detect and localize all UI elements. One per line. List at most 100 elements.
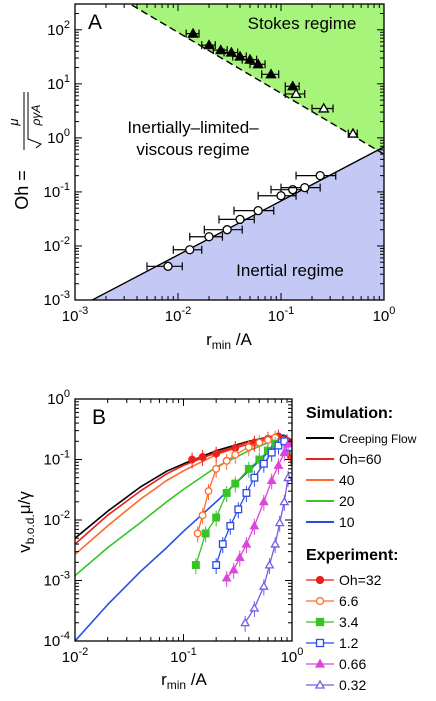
panel-b-y-axis-label: vb.o.d.μ/γ [15, 491, 37, 553]
a-x-tick-label-base: 10 [268, 308, 285, 325]
a-x-tick-label-base: 10 [165, 308, 182, 325]
panel-a-frame [74, 3, 385, 301]
simulation-line [75, 441, 292, 641]
b-data-point [244, 464, 253, 473]
b-data-point [212, 513, 221, 522]
legend-swatch-marker [315, 617, 325, 627]
legend-swatch-marker [315, 575, 325, 585]
a-x-tick-label-base: 10 [373, 308, 390, 325]
b-data-point [198, 511, 207, 520]
stokes-regime-label: Stokes regime [248, 14, 357, 33]
b-data-point [267, 448, 276, 457]
svg-text:ργA: ργA [29, 105, 43, 127]
experiment-line [244, 477, 289, 624]
inertial-regime-label: Inertial regime [236, 261, 344, 280]
b-data-point [244, 443, 253, 452]
b-data-point [249, 520, 260, 530]
a-y-tick-label-base: 10 [44, 292, 61, 309]
b-data-point [263, 436, 272, 444]
legend-swatch-marker [314, 679, 326, 689]
b-data-point [222, 488, 231, 497]
a-y-tick-label-exp: -3 [60, 289, 70, 301]
ilv-regime-label-line2: viscous regime [136, 140, 249, 159]
a-y-tick-label-base: 10 [47, 22, 64, 39]
a-data-point [225, 46, 238, 57]
a-data-point [235, 214, 245, 225]
experiment-line [226, 443, 289, 579]
b-data-point [234, 505, 243, 514]
b-data-point [264, 559, 275, 569]
b-y-tick-label-exp: -2 [60, 509, 70, 521]
a-y-tick-label: 100 [47, 127, 70, 147]
panel-b-x-axis-label: rmin /A [161, 670, 207, 692]
a-y-tick-label-base: 10 [44, 238, 61, 255]
a-data-point [222, 225, 232, 235]
a-x-tick-label-exp: -2 [181, 305, 191, 317]
b-data-point [241, 538, 252, 548]
a-x-tick-label: 10-3 [62, 305, 88, 325]
b-data-point [279, 496, 290, 506]
b-y-tick-label: 10-1 [44, 449, 70, 469]
b-data-point [258, 496, 269, 506]
legend-entry-label: 6.6 [339, 593, 359, 609]
b-x-tick-label-base: 10 [62, 649, 79, 666]
b-x-tick-label-exp: -2 [78, 646, 88, 658]
b-y-tick-label-base: 10 [44, 633, 61, 650]
legend-entry-label: Creeping Flow [339, 432, 417, 446]
a-data-point [252, 58, 264, 69]
a-y-tick-label: 10-1 [44, 181, 70, 201]
b-data-point [255, 438, 264, 447]
a-y-tick-label-base: 10 [44, 184, 61, 201]
b-x-tick-label-exp: 0 [297, 646, 303, 658]
b-data-point [198, 453, 207, 461]
a-x-tick-label: 10-1 [268, 305, 294, 325]
b-data-point [222, 456, 231, 465]
a-y-tick-label-exp: -2 [60, 235, 70, 247]
b-data-point [226, 521, 235, 530]
b-data-point [266, 475, 277, 484]
legend-group-title: Simulation: [306, 405, 393, 422]
panel-b-experiment-points [188, 429, 292, 632]
legend-entry-label: 40 [339, 472, 355, 488]
b-data-point [221, 572, 232, 582]
b-data-point [274, 441, 283, 450]
b-data-point [212, 464, 221, 473]
b-x-tick-label: 100 [281, 646, 304, 666]
panel-b-legend: Simulation: Creeping Flow Oh=60 40 20 10 Exper… [306, 405, 417, 693]
legend-swatch-marker [315, 638, 325, 648]
a-x-tick-label-exp: -3 [78, 305, 88, 317]
legend-entry-label: 10 [339, 514, 355, 530]
legend-swatch-marker [315, 596, 325, 606]
b-x-tick-label: 10-1 [170, 646, 196, 666]
b-data-point [240, 617, 251, 627]
a-data-point [203, 39, 215, 50]
b-y-tick-label: 10-4 [44, 630, 70, 650]
b-data-point [218, 540, 227, 549]
a-data-point [163, 261, 173, 271]
panel-a-y-axis-label: Oh = μ ργA [6, 92, 43, 210]
b-data-point [231, 479, 240, 488]
b-data-point [204, 487, 213, 496]
b-data-point [283, 438, 292, 448]
legend-swatch-marker [314, 658, 326, 668]
a-y-tick-label: 10-3 [44, 289, 70, 309]
b-y-tick-label: 10-2 [44, 509, 70, 529]
a-data-point [215, 44, 227, 55]
b-data-point [242, 488, 251, 497]
legend-entry-label: 20 [339, 493, 355, 509]
legend-entry-label: 0.32 [339, 677, 366, 693]
legend-entry-label: Oh=32 [339, 572, 382, 588]
b-data-point [231, 450, 240, 459]
panel-a-label: A [88, 11, 102, 34]
a-y-tick-label: 10-2 [44, 235, 70, 255]
panel-a-x-axis-label: rmin /A [206, 330, 252, 352]
b-y-tick-label: 10-3 [44, 570, 70, 590]
a-data-point [185, 245, 195, 255]
a-data-point [265, 68, 277, 79]
b-y-tick-label-exp: -4 [60, 630, 70, 642]
legend-group-title: Experiment: [306, 547, 398, 564]
b-data-point [255, 455, 264, 464]
